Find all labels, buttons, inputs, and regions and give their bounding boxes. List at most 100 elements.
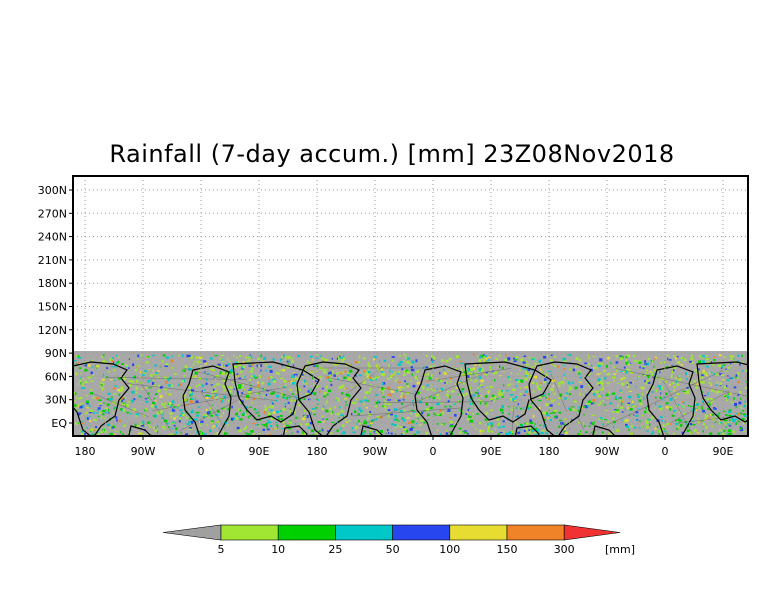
- border-line: [662, 380, 695, 436]
- rain-cell: [318, 390, 321, 393]
- rain-cell: [449, 417, 452, 419]
- rain-cell: [432, 390, 436, 392]
- rain-cell: [472, 394, 476, 397]
- rain-cell: [509, 383, 513, 385]
- rain-cell: [625, 419, 629, 422]
- rain-cell: [709, 401, 712, 404]
- rain-cell: [283, 380, 287, 383]
- rain-cell: [568, 354, 572, 357]
- rain-cell: [537, 387, 541, 391]
- rain-cell: [285, 355, 288, 358]
- rain-cell: [138, 432, 142, 435]
- rain-cell: [301, 418, 304, 421]
- rain-cell: [669, 398, 673, 401]
- rain-cell: [84, 411, 88, 415]
- rain-cell: [344, 407, 347, 409]
- rain-cell: [659, 396, 662, 399]
- rain-cell: [571, 418, 573, 421]
- rain-cell: [81, 421, 83, 423]
- rain-cell: [541, 430, 545, 432]
- rain-cell: [322, 421, 325, 423]
- rain-cell: [335, 372, 338, 375]
- rain-cell: [309, 355, 313, 358]
- rain-cell: [485, 371, 488, 375]
- rain-cell: [517, 415, 519, 418]
- rain-cell: [231, 381, 235, 384]
- rain-cell: [138, 356, 140, 358]
- rain-cell: [543, 418, 546, 421]
- rain-cell: [701, 381, 705, 384]
- rain-cell: [369, 383, 372, 386]
- rain-cell: [389, 413, 393, 416]
- rain-cell: [586, 403, 589, 406]
- rain-cell: [351, 386, 354, 389]
- rain-cell: [321, 387, 324, 390]
- rain-cell: [80, 430, 84, 433]
- rain-cell: [257, 384, 260, 387]
- rain-cell: [336, 357, 338, 360]
- rain-cell: [406, 370, 410, 374]
- rain-cell: [706, 374, 708, 377]
- rain-cell: [339, 372, 341, 374]
- rain-cell: [641, 414, 643, 417]
- rain-cell: [653, 369, 657, 371]
- border-line: [552, 376, 568, 412]
- rain-cell: [364, 373, 367, 376]
- rain-cell: [710, 384, 713, 386]
- rain-cell: [261, 359, 264, 362]
- rain-cell: [722, 356, 726, 358]
- rain-cell: [320, 378, 322, 381]
- colorbar-label: 25: [328, 543, 342, 556]
- rain-cell: [552, 384, 554, 388]
- rain-cell: [686, 387, 689, 389]
- rain-cell: [467, 368, 470, 372]
- map-frame: [72, 175, 749, 437]
- rain-cell: [669, 407, 671, 411]
- rain-cell: [636, 419, 638, 422]
- rain-cell: [211, 391, 214, 394]
- rain-cell: [234, 375, 236, 377]
- rain-cell: [239, 371, 243, 374]
- rain-cell: [736, 372, 740, 376]
- rain-cell: [141, 424, 145, 427]
- rain-cell: [265, 363, 267, 366]
- rain-cell: [495, 371, 497, 374]
- rain-cell: [81, 421, 84, 424]
- rain-cell: [92, 396, 95, 400]
- rain-cell: [591, 391, 595, 393]
- rain-cell: [509, 378, 511, 381]
- rain-cell: [237, 360, 240, 363]
- rain-cell: [302, 417, 306, 421]
- rain-cell: [523, 407, 525, 409]
- lat-label: 210N: [38, 254, 67, 267]
- rain-cell: [323, 371, 327, 374]
- rain-cell: [467, 408, 469, 412]
- rain-cell: [460, 367, 463, 370]
- rain-cell: [616, 409, 619, 411]
- rain-cell: [227, 407, 231, 411]
- rain-cell: [191, 409, 194, 413]
- rain-cell: [411, 373, 413, 376]
- rain-cell: [619, 397, 622, 399]
- rain-cell: [387, 409, 391, 412]
- rain-cell: [313, 413, 316, 416]
- rain-cell: [343, 388, 346, 390]
- rain-cell: [644, 363, 648, 365]
- rain-cell: [120, 386, 124, 390]
- rain-cell: [355, 374, 357, 378]
- rain-cell: [344, 418, 347, 421]
- rain-cell: [517, 431, 521, 435]
- rain-cell: [126, 403, 130, 406]
- rain-cell: [311, 377, 313, 379]
- rain-cell: [629, 432, 631, 435]
- rain-cell: [563, 368, 566, 370]
- rain-cell: [382, 382, 386, 385]
- rain-cell: [586, 373, 590, 376]
- rain-cell: [207, 417, 211, 419]
- rain-cell: [538, 406, 541, 410]
- rain-cell: [722, 364, 726, 366]
- rain-cell: [255, 392, 259, 395]
- rain-cell: [526, 407, 530, 410]
- rain-cell: [627, 369, 631, 372]
- rain-cell: [721, 430, 723, 432]
